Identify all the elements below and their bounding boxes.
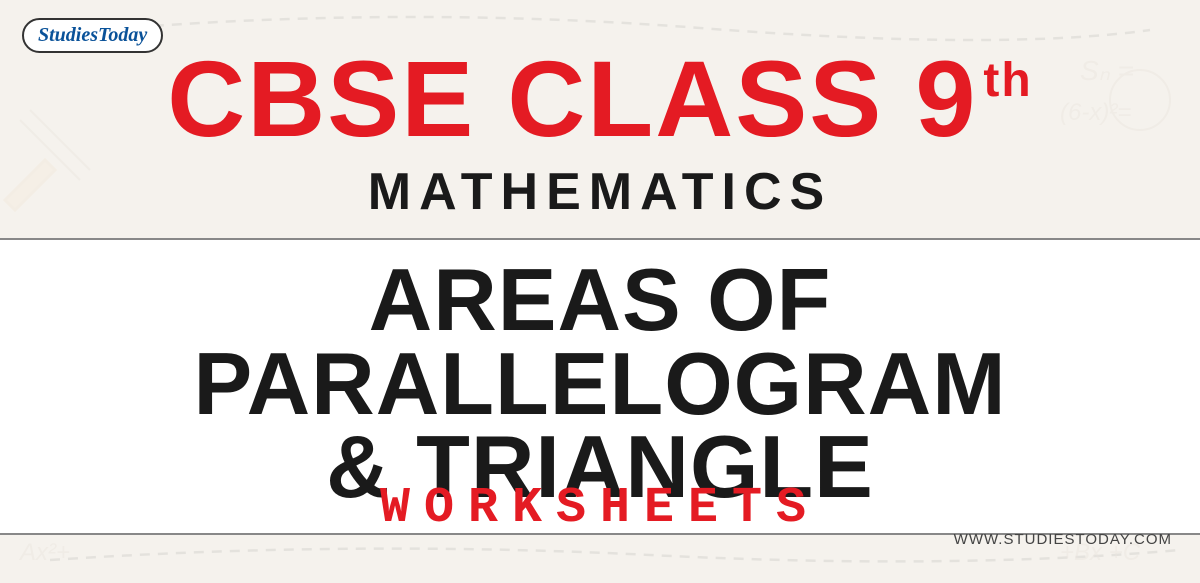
topic-line1: AREAS OF PARALLELOGRAM — [0, 258, 1200, 425]
svg-text:Ax²+: Ax²+ — [18, 539, 70, 566]
logo-badge: StudiesToday — [22, 18, 163, 53]
main-title-suffix: th — [983, 54, 1032, 107]
website-url: WWW.STUDIESTODAY.COM — [954, 531, 1172, 548]
logo-text: StudiesToday — [38, 24, 147, 46]
main-title-text: CBSE CLASS 9 — [167, 38, 977, 159]
subject-text: MATHEMATICS — [0, 162, 1200, 222]
main-title: CBSE CLASS 9th — [0, 45, 1200, 153]
worksheets-text: WORKSHEETS — [0, 480, 1200, 537]
